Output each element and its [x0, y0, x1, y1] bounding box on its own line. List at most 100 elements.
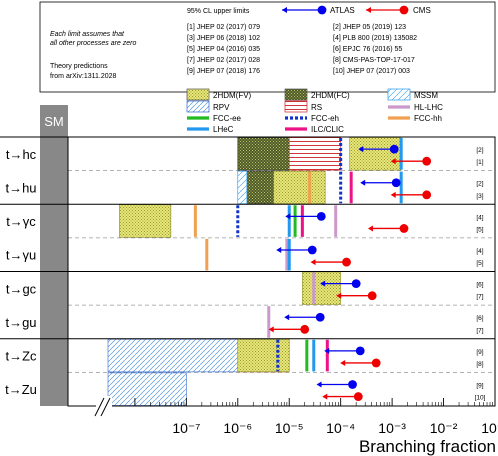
process-label: t→γu — [6, 248, 36, 263]
x-tick-label: 10⁻⁷ — [172, 420, 200, 436]
atlas-limit-arrow — [360, 179, 366, 186]
legend-label-2hdm_fc: 2HDM(FC) — [311, 91, 350, 100]
theory-band-rpv — [107, 338, 239, 373]
cms-legend-arrowhead — [366, 7, 371, 13]
atlas-ref: [2] — [476, 147, 483, 154]
legend-label-ilc_clic: ILC/CLIC — [311, 125, 344, 134]
plot-area: SM [2] [1] 3 × 10⁻¹⁵ t→hc [2] [3] 2 × 10⁻¹⁷ t→hu… — [0, 105, 498, 456]
cms-ref: [8] — [476, 361, 483, 368]
process-label: t→hc — [6, 147, 37, 162]
reference-5: [5] JHEP 04 (2016) 035 — [187, 46, 260, 53]
sm-value: 5 × 10⁻¹⁴ — [74, 217, 107, 226]
reference-3: [3] JHEP 06 (2018) 102 — [187, 35, 260, 42]
legend-swatch-2hdm_fv — [186, 88, 210, 101]
process-row: [2] [1] 3 × 10⁻¹⁵ t→hc — [6, 137, 484, 171]
theory-band-2hdm_fc — [237, 137, 290, 171]
reference-list: [1] JHEP 02 (2017) 079 [2] JHEP 05 (2019)… — [187, 24, 417, 75]
process-row: [9] [10] 7 × 10⁻¹⁷ t→Zu — [5, 372, 486, 406]
process-row: [4] [5] 5 × 10⁻¹⁴ t→γc — [6, 204, 484, 238]
atlas-limit-arrow — [324, 347, 330, 354]
theory-band-2hdm_fv — [237, 338, 290, 373]
note-line-1: Each limit assumes that — [50, 31, 125, 38]
cms-limit-dot — [300, 324, 310, 334]
atlas-limit-dot — [315, 312, 325, 322]
reference-4: [4] PLB 800 (2019) 135082 — [333, 35, 417, 42]
atlas-ref: [2] — [476, 181, 483, 188]
cms-limit-arrow — [310, 259, 316, 266]
atlas-limit-arrow — [320, 280, 326, 287]
cms-limit-dot — [422, 156, 432, 166]
cms-limit-arrow — [390, 158, 396, 165]
cms-limit-dot — [367, 291, 377, 301]
atlas-limit-dot — [355, 346, 365, 356]
reference-10: [10] JHEP 07 (2017) 003 — [333, 68, 410, 75]
sm-value: 7 × 10⁻¹⁷ — [74, 385, 106, 394]
cms-limit-dot — [353, 392, 363, 401]
legend-label-lhec: LHeC — [213, 125, 234, 134]
x-tick-label: 10⁻⁶ — [223, 420, 252, 436]
reference-1: [1] JHEP 02 (2017) 079 — [187, 24, 260, 31]
x-tick-label: 10⁻⁵ — [275, 420, 304, 436]
cms-limit-arrow — [340, 359, 346, 366]
theory-band-2hdm_fv — [349, 137, 402, 171]
atlas-limit-dot — [316, 211, 326, 221]
sm-value: 5 × 10⁻¹² — [74, 284, 106, 293]
legend-box — [39, 1, 496, 93]
cms-ref: [5] — [476, 226, 483, 233]
legend-label-fcc_eh: FCC-eh — [311, 114, 339, 123]
experiment-legend — [282, 5, 409, 15]
process-row: [4] [5] 4 × 10⁻¹⁶ t→γu — [6, 238, 484, 271]
cms-ref: [7] — [476, 327, 483, 334]
legend-label-2hdm_fv: 2HDM(FV) — [213, 91, 252, 100]
legend-label-hl_lhc: HL-LHC — [414, 103, 443, 112]
process-row: [6] [7] 5 × 10⁻¹² t→gc — [6, 271, 484, 305]
theory-band-rs — [288, 137, 341, 171]
theory-band-mssm — [237, 170, 248, 205]
x-tick-label: 10⁻² — [430, 420, 458, 436]
cms-limit-dot — [422, 190, 432, 200]
sm-value: 4 × 10⁻¹⁶ — [74, 251, 107, 260]
theory-model-legend: 2HDM(FV) 2HDM(FC) MSSM RPV RS HL-LHC FCC-ee FCC… — [186, 88, 443, 134]
legend-label-rpv: RPV — [213, 103, 230, 112]
cms-limit-dot — [342, 257, 351, 267]
theory-band-2hdm_fv — [273, 170, 326, 205]
atlas-limit-arrow — [358, 146, 364, 153]
legend-label-fcc_ee: FCC-ee — [213, 114, 242, 123]
atlas-limit-arrow — [276, 246, 282, 253]
cms-legend-dot — [399, 5, 409, 15]
cms-limit-arrow — [336, 292, 342, 299]
process-label: t→hu — [5, 180, 36, 195]
note-line-2: all other processes are zero — [50, 40, 136, 47]
axis-break-mask — [96, 396, 112, 414]
upper-limits-label: 95% CL upper limits — [187, 8, 250, 15]
atlas-ref: [6] — [476, 282, 483, 289]
legend-swatch-2hdm_fc — [284, 88, 308, 101]
legend-swatch-rs — [284, 100, 308, 113]
atlas-limit-dot — [348, 380, 357, 389]
cms-ref: [1] — [476, 159, 483, 166]
theory-band-2hdm_fv — [302, 271, 341, 305]
atlas-ref: [9] — [476, 382, 483, 389]
legend-swatch-rpv — [186, 100, 210, 113]
cms-limit-arrow — [367, 225, 373, 232]
cms-ref: [10] — [475, 395, 486, 402]
x-tick-label: 10⁻³ — [378, 420, 406, 436]
legend-label-rs: RS — [311, 103, 322, 112]
atlas-legend-arrowhead — [282, 7, 287, 13]
process-row: [6] [7] 4 × 10⁻¹⁴ t→gu — [5, 306, 484, 338]
process-row: [2] [3] 2 × 10⁻¹⁷ t→hu — [5, 170, 484, 205]
atlas-limit-dot — [307, 245, 317, 255]
cms-limit-arrow — [322, 393, 328, 400]
atlas-ref: [4] — [476, 248, 483, 255]
process-label: t→Zu — [5, 382, 37, 397]
atlas-ref: [4] — [476, 214, 483, 221]
atlas-limit-arrow — [284, 314, 290, 321]
theory-line-1: Theory predictions — [50, 63, 108, 70]
cms-limit-arrow — [390, 191, 396, 198]
process-label: t→γc — [6, 214, 36, 229]
atlas-legend-dot — [317, 5, 327, 15]
sm-header: SM — [44, 114, 64, 129]
reference-2: [2] JHEP 05 (2019) 123 — [333, 24, 406, 31]
sm-value: 2 × 10⁻¹⁷ — [74, 183, 106, 192]
axis-break-mark — [94, 397, 105, 417]
